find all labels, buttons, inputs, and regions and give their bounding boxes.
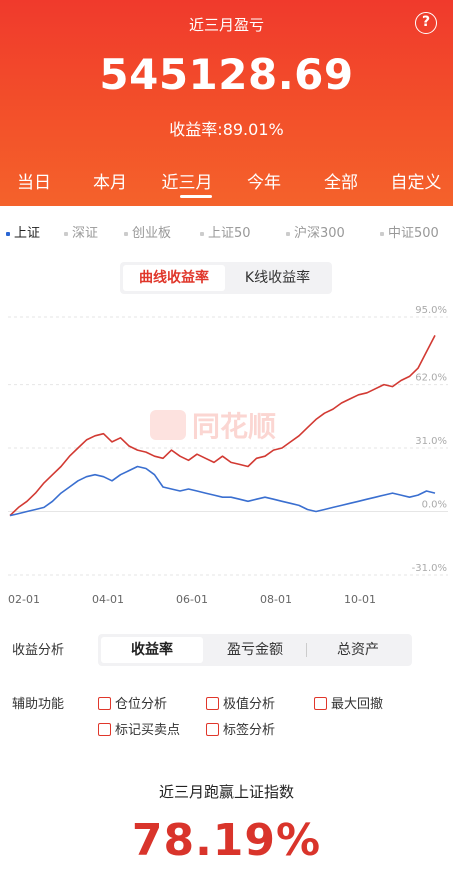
x-tick-label: 10-01 [344,593,376,606]
y-tick-label: 31.0% [415,436,447,447]
index-tab-chinext[interactable]: 创业板 [124,222,171,241]
index-tab-sse50[interactable]: 上证50 [200,222,251,241]
x-tick-label: 04-01 [92,593,124,606]
analysis-option-assets[interactable]: 总资产 [337,642,379,658]
active-tab-indicator [180,195,212,198]
checkbox-mark-trades[interactable]: 标记买卖点 [98,719,180,738]
help-icon[interactable]: ? [415,12,437,34]
x-tick-label: 02-01 [8,593,40,606]
dot-icon [286,231,290,236]
checkbox-icon [206,697,219,710]
checkbox-icon [98,697,111,710]
y-tick-label: 62.0% [415,373,447,384]
tab-custom[interactable]: 自定义 [390,173,442,193]
tab-this-year[interactable]: 今年 [247,173,281,193]
tab-today[interactable]: 当日 [17,173,51,193]
checkbox-icon [98,723,111,736]
x-tick-label: 08-01 [260,593,292,606]
tab-three-months[interactable]: 近三月 [161,173,213,193]
beat-index-value: 78.19% [131,815,322,866]
analysis-option-return[interactable]: 收益率 [101,637,203,663]
index-tab-shanghai[interactable]: 上证 [6,222,40,241]
curve-return-option[interactable]: 曲线收益率 [123,265,225,291]
return-rate: 收益率:89.01% [169,120,284,139]
divider [306,643,307,657]
dot-icon [200,231,204,236]
dot-icon [124,231,128,236]
analysis-toggle: 收益率 盈亏金额 总资产 [98,634,412,666]
profit-amount: 545128.69 [99,50,354,99]
checkbox-tag-analysis[interactable]: 标签分析 [206,719,275,738]
watermark: 同花顺 [150,410,276,443]
checkbox-icon [314,697,327,710]
dot-icon [6,231,10,236]
index-tabs: 上证 深证 创业板 上证50 沪深300 中证500 [0,216,453,244]
header: 近三月盈亏 ? 545128.69 收益率:89.01% 当日 本月 近三月 今… [0,0,453,206]
kline-return-option[interactable]: K线收益率 [244,270,311,286]
return-chart: 同花顺 95.0% 62.0% 31.0% 0.0% -31.0% 02-01 04-01… [8,305,448,606]
page-title: 近三月盈亏 [188,16,264,34]
index-return-line [9,465,436,517]
period-tabs: 当日 本月 近三月 今年 全部 自定义 [0,168,453,198]
checkbox-extreme-analysis[interactable]: 极值分析 [206,693,275,712]
watermark-logo-icon [150,410,186,440]
beat-index-title: 近三月跑赢上证指数 [158,783,294,801]
dot-icon [380,231,384,236]
chart-mode-toggle: 曲线收益率 K线收益率 [120,262,332,294]
dot-icon [64,231,68,236]
analysis-label: 收益分析 [12,643,65,658]
aux-label: 辅助功能 [12,697,65,712]
y-tick-label: -31.0% [412,563,447,574]
analysis-option-profit[interactable]: 盈亏金额 [227,642,283,658]
index-tab-csi300[interactable]: 沪深300 [286,222,345,241]
index-tab-csi500[interactable]: 中证500 [380,222,439,241]
checkbox-max-drawdown[interactable]: 最大回撤 [314,693,383,712]
tab-this-month[interactable]: 本月 [93,173,127,193]
account-return-line [9,335,436,517]
tab-all[interactable]: 全部 [324,173,358,193]
x-tick-label: 06-01 [176,593,208,606]
index-tab-shenzhen[interactable]: 深证 [64,222,98,241]
checkbox-icon [206,723,219,736]
checkbox-position-analysis[interactable]: 仓位分析 [98,693,167,712]
watermark-text: 同花顺 [192,410,276,443]
y-tick-label: 95.0% [415,305,447,316]
y-tick-label: 0.0% [422,500,447,511]
